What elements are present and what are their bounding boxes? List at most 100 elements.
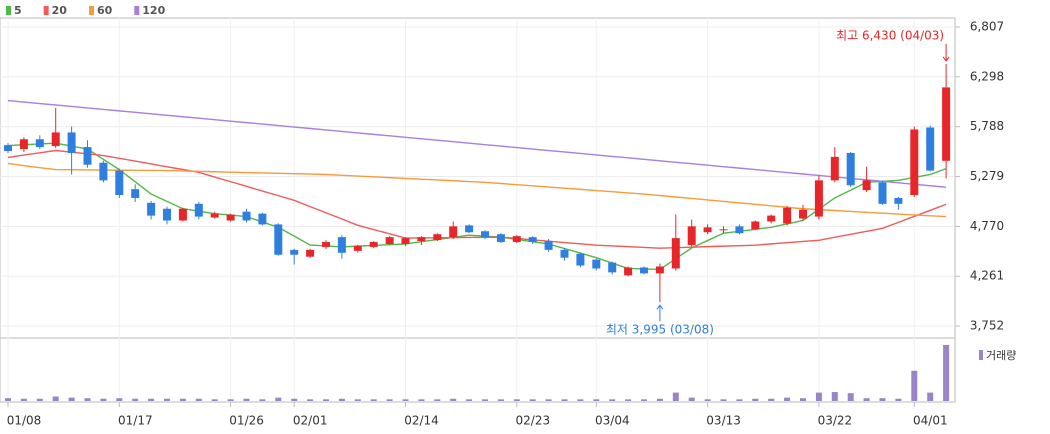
candle-body [624,267,633,276]
volume-bar [561,399,568,401]
legend-swatch [88,6,94,15]
volume-bar [736,399,743,401]
volume-bar [513,399,520,401]
volume-bar [370,399,377,401]
candle-body [528,237,537,243]
candle-body [608,262,617,273]
candle-body [767,215,776,222]
candle-body [115,170,124,196]
candle-body [814,180,823,217]
candle-body [703,227,712,233]
candle-body [799,209,807,219]
volume-bar [243,398,250,401]
volume-bar [434,399,441,401]
x-tick-label: 02/14 [404,414,439,428]
candle-body [910,129,919,196]
x-tick-label: 03/04 [595,414,630,428]
volume-bar [179,398,186,401]
candle-body [783,207,792,224]
volume-bar [68,397,75,401]
candle-body [719,229,728,231]
volume-bar [529,399,536,401]
candle-body [385,237,394,244]
candle-body [512,236,521,243]
volume-bar [593,399,600,401]
legend-swatch [6,6,11,15]
volume-bar [323,399,329,401]
x-tick-label: 04/01 [913,414,948,428]
x-tick-label: 01/26 [229,414,264,428]
candle-body [194,203,203,217]
candle-body [51,132,60,147]
candle-body [496,234,505,243]
candle-body [35,139,44,148]
volume-bar [656,398,663,401]
volume-bar [418,399,425,401]
low-annotation: 최저 3,995 (03/08) [606,323,714,337]
candle-body [369,242,378,247]
moving-average-line [7,149,947,249]
volume-bar [704,399,711,401]
volume-bar [227,399,234,401]
moving-average-line [7,162,947,218]
volume-bar [943,345,950,401]
volume-bar [20,398,27,401]
high-arrow [942,43,950,62]
candle-body [449,226,458,238]
volume-bar [5,398,11,401]
candle-body [401,238,410,244]
volume-legend-label: 거래량 [986,349,1016,362]
volume-bar [625,399,632,401]
volume-bar [386,399,393,401]
candle-body [576,253,585,266]
candle-body [465,225,474,233]
candle-body [878,182,887,204]
volume-bar [815,392,822,401]
volume-bar [211,399,218,401]
candle-body [655,266,664,274]
y-tick-label: 5,788 [970,119,1004,133]
candle-body [830,156,839,181]
candle-body [290,249,299,255]
candle-body [306,249,315,257]
plot-frame [0,17,956,403]
candle-body [4,145,12,152]
candle-body [433,234,442,241]
y-tick-label: 3,752 [970,319,1004,333]
candle-body [163,208,171,221]
y-tick-label: 6,298 [970,69,1004,83]
legend-swatch [43,6,49,15]
volume-bar [688,397,695,401]
y-tick-label: 4,261 [970,269,1004,283]
x-tick-label: 02/01 [293,414,328,428]
volume-bar [895,398,902,401]
candle-body [83,147,92,165]
candle-body [735,226,744,234]
x-tick-label: 02/23 [516,414,551,428]
volume-bar [720,399,727,401]
candle-body [560,249,569,258]
candle-body [274,224,283,255]
candle-body [242,211,251,221]
legend-label: 120 [142,4,165,17]
legend-swatch [134,6,140,15]
x-tick-label: 01/17 [118,414,153,428]
candle-body [178,208,187,221]
legend-label: 60 [97,4,113,17]
candle-body [544,241,553,250]
volume-bar [291,398,298,401]
volume-bar [800,398,806,401]
volume-bar [466,399,473,401]
volume-bar [84,398,91,401]
candle-body [337,237,346,253]
volume-bar [164,398,170,401]
volume-bar [402,399,409,401]
candle-body [640,267,648,274]
volume-bar [36,398,43,401]
moving-average-line [7,99,947,188]
volume-bar [609,399,616,401]
volume-bar [497,399,504,401]
candle-body [926,127,935,171]
x-tick-label: 01/08 [7,414,42,428]
candle-body [417,237,426,242]
